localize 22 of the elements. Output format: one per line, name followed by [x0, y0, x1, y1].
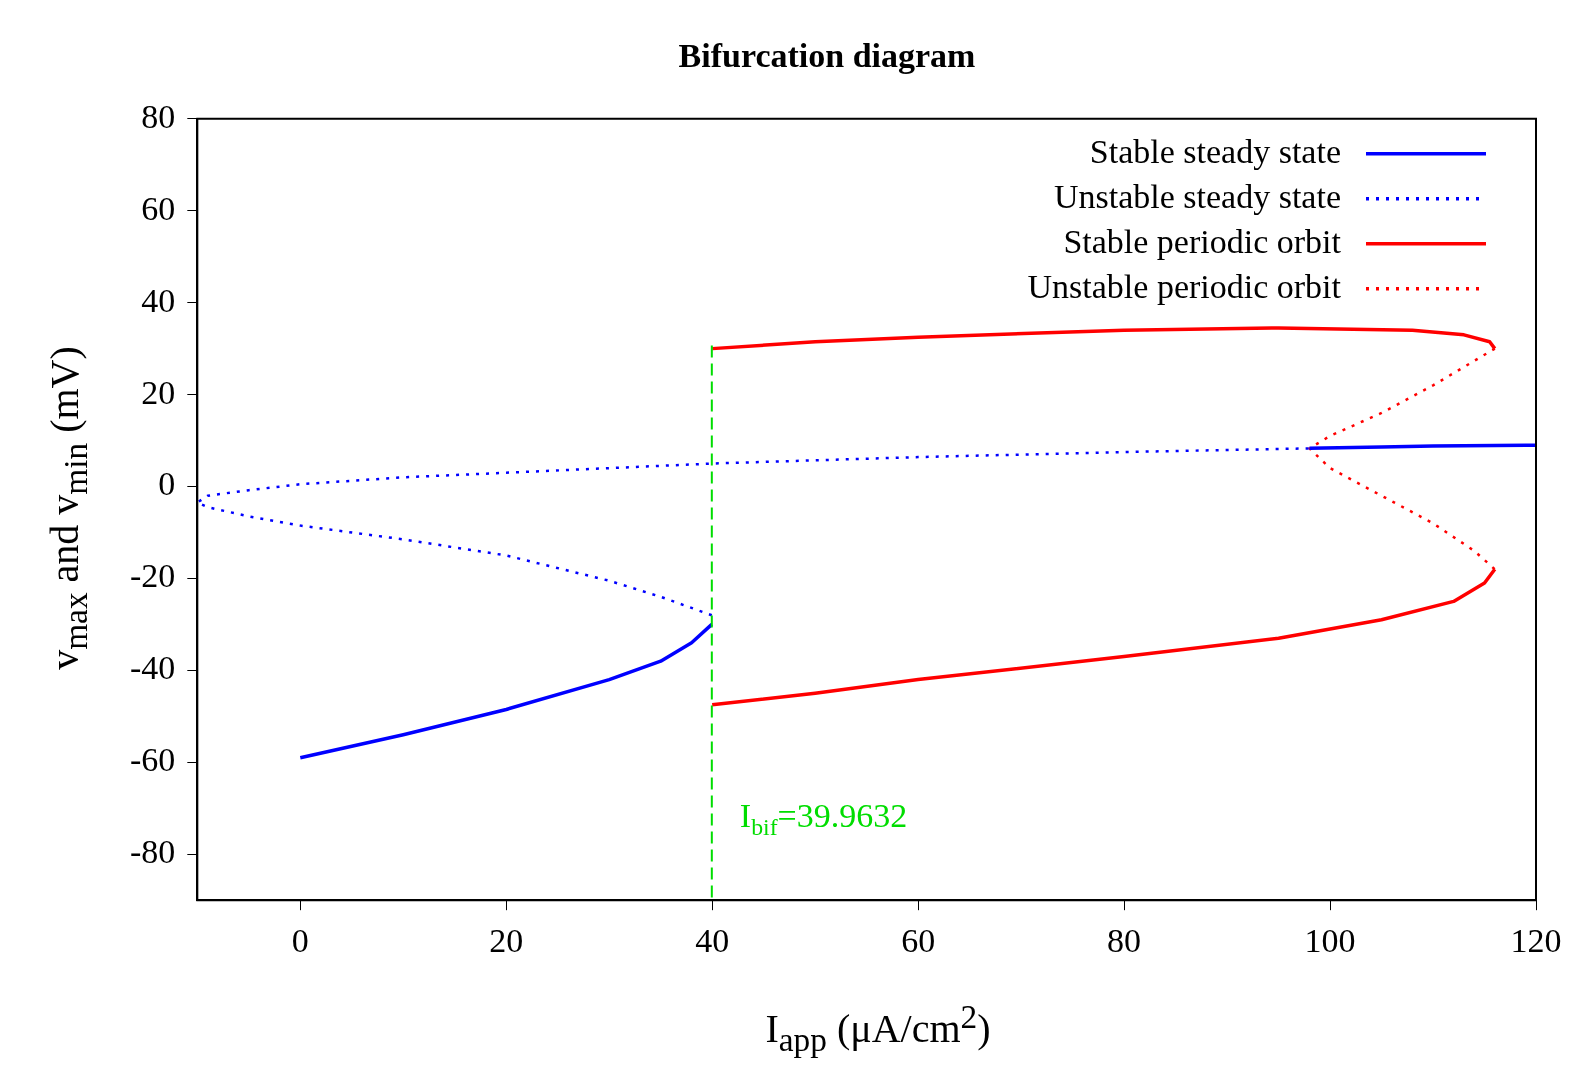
- y-tick-label: -40: [129, 649, 176, 687]
- x-tick-label: 60: [901, 921, 936, 959]
- y-tick-label: 60: [141, 189, 176, 227]
- y-tick-label: 40: [141, 281, 176, 319]
- legend-label: Unstable periodic orbit: [1027, 267, 1342, 305]
- y-tick-label: 0: [158, 465, 176, 503]
- legend-label: Unstable steady state: [1053, 177, 1341, 215]
- y-tick-label: 20: [141, 373, 176, 411]
- x-tick-label: 120: [1510, 921, 1562, 959]
- y-tick-label: -80: [129, 833, 176, 871]
- legend-label: Stable periodic orbit: [1063, 222, 1342, 260]
- y-tick-label: -20: [129, 557, 176, 595]
- x-tick-label: 0: [291, 921, 309, 959]
- y-tick-label: 80: [141, 97, 176, 135]
- x-tick-label: 20: [489, 921, 524, 959]
- x-tick-label: 80: [1107, 921, 1142, 959]
- legend-label: Stable steady state: [1089, 132, 1341, 170]
- x-tick-label: 100: [1304, 921, 1356, 959]
- y-tick-label: -60: [129, 741, 176, 779]
- x-tick-label: 40: [695, 921, 730, 959]
- x-axis-title: I$_{app}$ (μA/cm$^{2}$): [764, 998, 992, 1060]
- chart-title: Bifurcation diagram: [678, 37, 976, 75]
